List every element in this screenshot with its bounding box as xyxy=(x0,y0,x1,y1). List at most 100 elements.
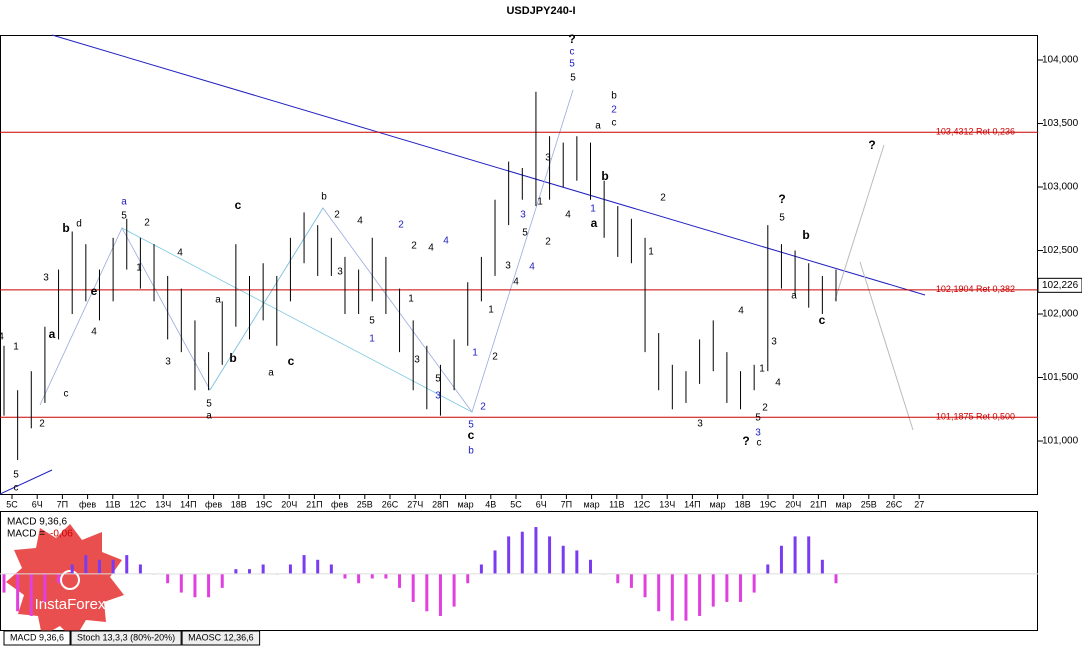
wave-label: 4 xyxy=(775,378,781,389)
wave-label: ? xyxy=(778,192,785,206)
wave-label: 1 xyxy=(472,348,478,359)
x-tick-label: мар xyxy=(457,499,473,509)
wave-label: a xyxy=(215,295,221,306)
macd-bar xyxy=(179,573,183,593)
wave-label: 2 xyxy=(545,237,551,248)
wave-label: a xyxy=(268,368,274,379)
macd-bar xyxy=(138,564,142,574)
wave-label: 4 xyxy=(513,277,519,288)
wave-label: 5 xyxy=(522,228,528,239)
macd-bar xyxy=(398,573,402,588)
wave-label: 2 xyxy=(611,105,617,116)
wave-label: 2 xyxy=(480,402,486,413)
wave-label: 5 xyxy=(569,59,575,70)
x-tick-label: фев xyxy=(79,499,96,509)
macd-bar xyxy=(561,545,565,574)
wave-label: 3 xyxy=(755,428,761,439)
macd-bar xyxy=(438,573,442,616)
wave-label: 1 xyxy=(537,197,543,208)
x-tick-label: 7П xyxy=(561,499,572,509)
x-tick-label: 21П xyxy=(810,499,826,509)
wave-label: 5 xyxy=(121,211,127,222)
level-label: 103,4312 Ret 0,236 xyxy=(936,127,1015,137)
wave-label: c xyxy=(570,47,575,58)
tab[interactable]: MACD 9,36,6 xyxy=(3,630,71,646)
macd-bar xyxy=(820,559,824,574)
macd-bar xyxy=(684,573,688,621)
tab-label: Stoch 13,3,3 (80%-20%) xyxy=(77,632,175,642)
wave-label: b xyxy=(468,446,474,457)
macd-bar xyxy=(207,573,211,598)
wave-label: c xyxy=(14,483,19,494)
x-tick-label: 13Ч xyxy=(155,499,171,509)
y-tick-label: 103,500 xyxy=(1042,118,1079,129)
wave-label: 3 xyxy=(505,261,511,272)
tab[interactable]: Stoch 13,3,3 (80%-20%) xyxy=(70,630,182,646)
wave-label: ? xyxy=(868,138,875,152)
tab[interactable]: MAOSC 12,36,6 xyxy=(181,630,261,646)
macd-bar xyxy=(643,573,647,598)
wave-label: c xyxy=(235,198,242,212)
tab-box xyxy=(181,630,261,646)
macd-bar xyxy=(57,573,61,584)
chart-title: USDJPY240-I xyxy=(506,5,575,17)
macd-bar xyxy=(16,573,20,612)
wave-label: b xyxy=(62,221,69,235)
x-tick-label: 28П xyxy=(432,499,448,509)
wave-label: 5 xyxy=(779,213,785,224)
y-tick-label: 102,500 xyxy=(1042,245,1079,256)
wave-label: a xyxy=(121,197,127,208)
readout-value: -0,06 xyxy=(50,529,73,540)
wave-label: 1 xyxy=(136,263,142,274)
macd-bar xyxy=(125,555,129,574)
x-tick-label: мар xyxy=(583,499,599,509)
wave-label: 2 xyxy=(492,352,498,363)
macd-bar xyxy=(288,564,292,574)
wave-label: 4 xyxy=(0,332,4,343)
macd-bar xyxy=(629,573,633,588)
wave-label: c xyxy=(288,354,295,368)
x-tick-label: 7П xyxy=(57,499,68,509)
macd-bar xyxy=(452,573,456,607)
x-tick-label: 6Ч xyxy=(32,499,43,509)
macd-bar xyxy=(411,573,415,602)
x-tick-label: 19С xyxy=(256,499,273,509)
macd-bar xyxy=(302,555,306,574)
macd-bar xyxy=(575,550,579,574)
wave-label: 5 xyxy=(206,399,212,410)
tab-label: MAOSC 12,36,6 xyxy=(188,632,254,642)
macd-bar xyxy=(698,573,702,616)
wave-label: 2 xyxy=(762,403,768,414)
macd-bar xyxy=(493,550,497,574)
macd-bar xyxy=(588,559,592,574)
wave-label: ? xyxy=(568,32,575,46)
macd-bar xyxy=(29,573,33,616)
wave-label: 4 xyxy=(738,306,744,317)
macd-bar xyxy=(616,573,620,584)
wave-label: 1 xyxy=(488,305,494,316)
wave-label: 1 xyxy=(648,247,654,258)
wave-label: a xyxy=(791,291,797,302)
trend-line xyxy=(0,469,53,495)
x-tick-label: 4В xyxy=(485,499,496,509)
readout-label: MACD = xyxy=(7,529,45,540)
macd-bar xyxy=(166,573,170,584)
wave-label: 2 xyxy=(411,241,417,252)
x-tick-label: 18В xyxy=(231,499,247,509)
wave-label: 3 xyxy=(520,210,526,221)
wave-label: 4 xyxy=(529,262,535,273)
macd-bar xyxy=(479,564,483,574)
macd-bar xyxy=(507,536,511,574)
wave-label: 1 xyxy=(759,364,765,375)
wave-label: 2 xyxy=(398,220,404,231)
macd-bar xyxy=(248,569,252,574)
wave-label: 3 xyxy=(337,267,343,278)
x-tick-label: 26С xyxy=(382,499,399,509)
macd-bar xyxy=(357,573,361,584)
wave-label: c xyxy=(468,428,475,442)
x-tick-label: 20Ч xyxy=(281,499,297,509)
wave-label: 4 xyxy=(91,327,97,338)
wave-label: 4 xyxy=(177,248,183,259)
